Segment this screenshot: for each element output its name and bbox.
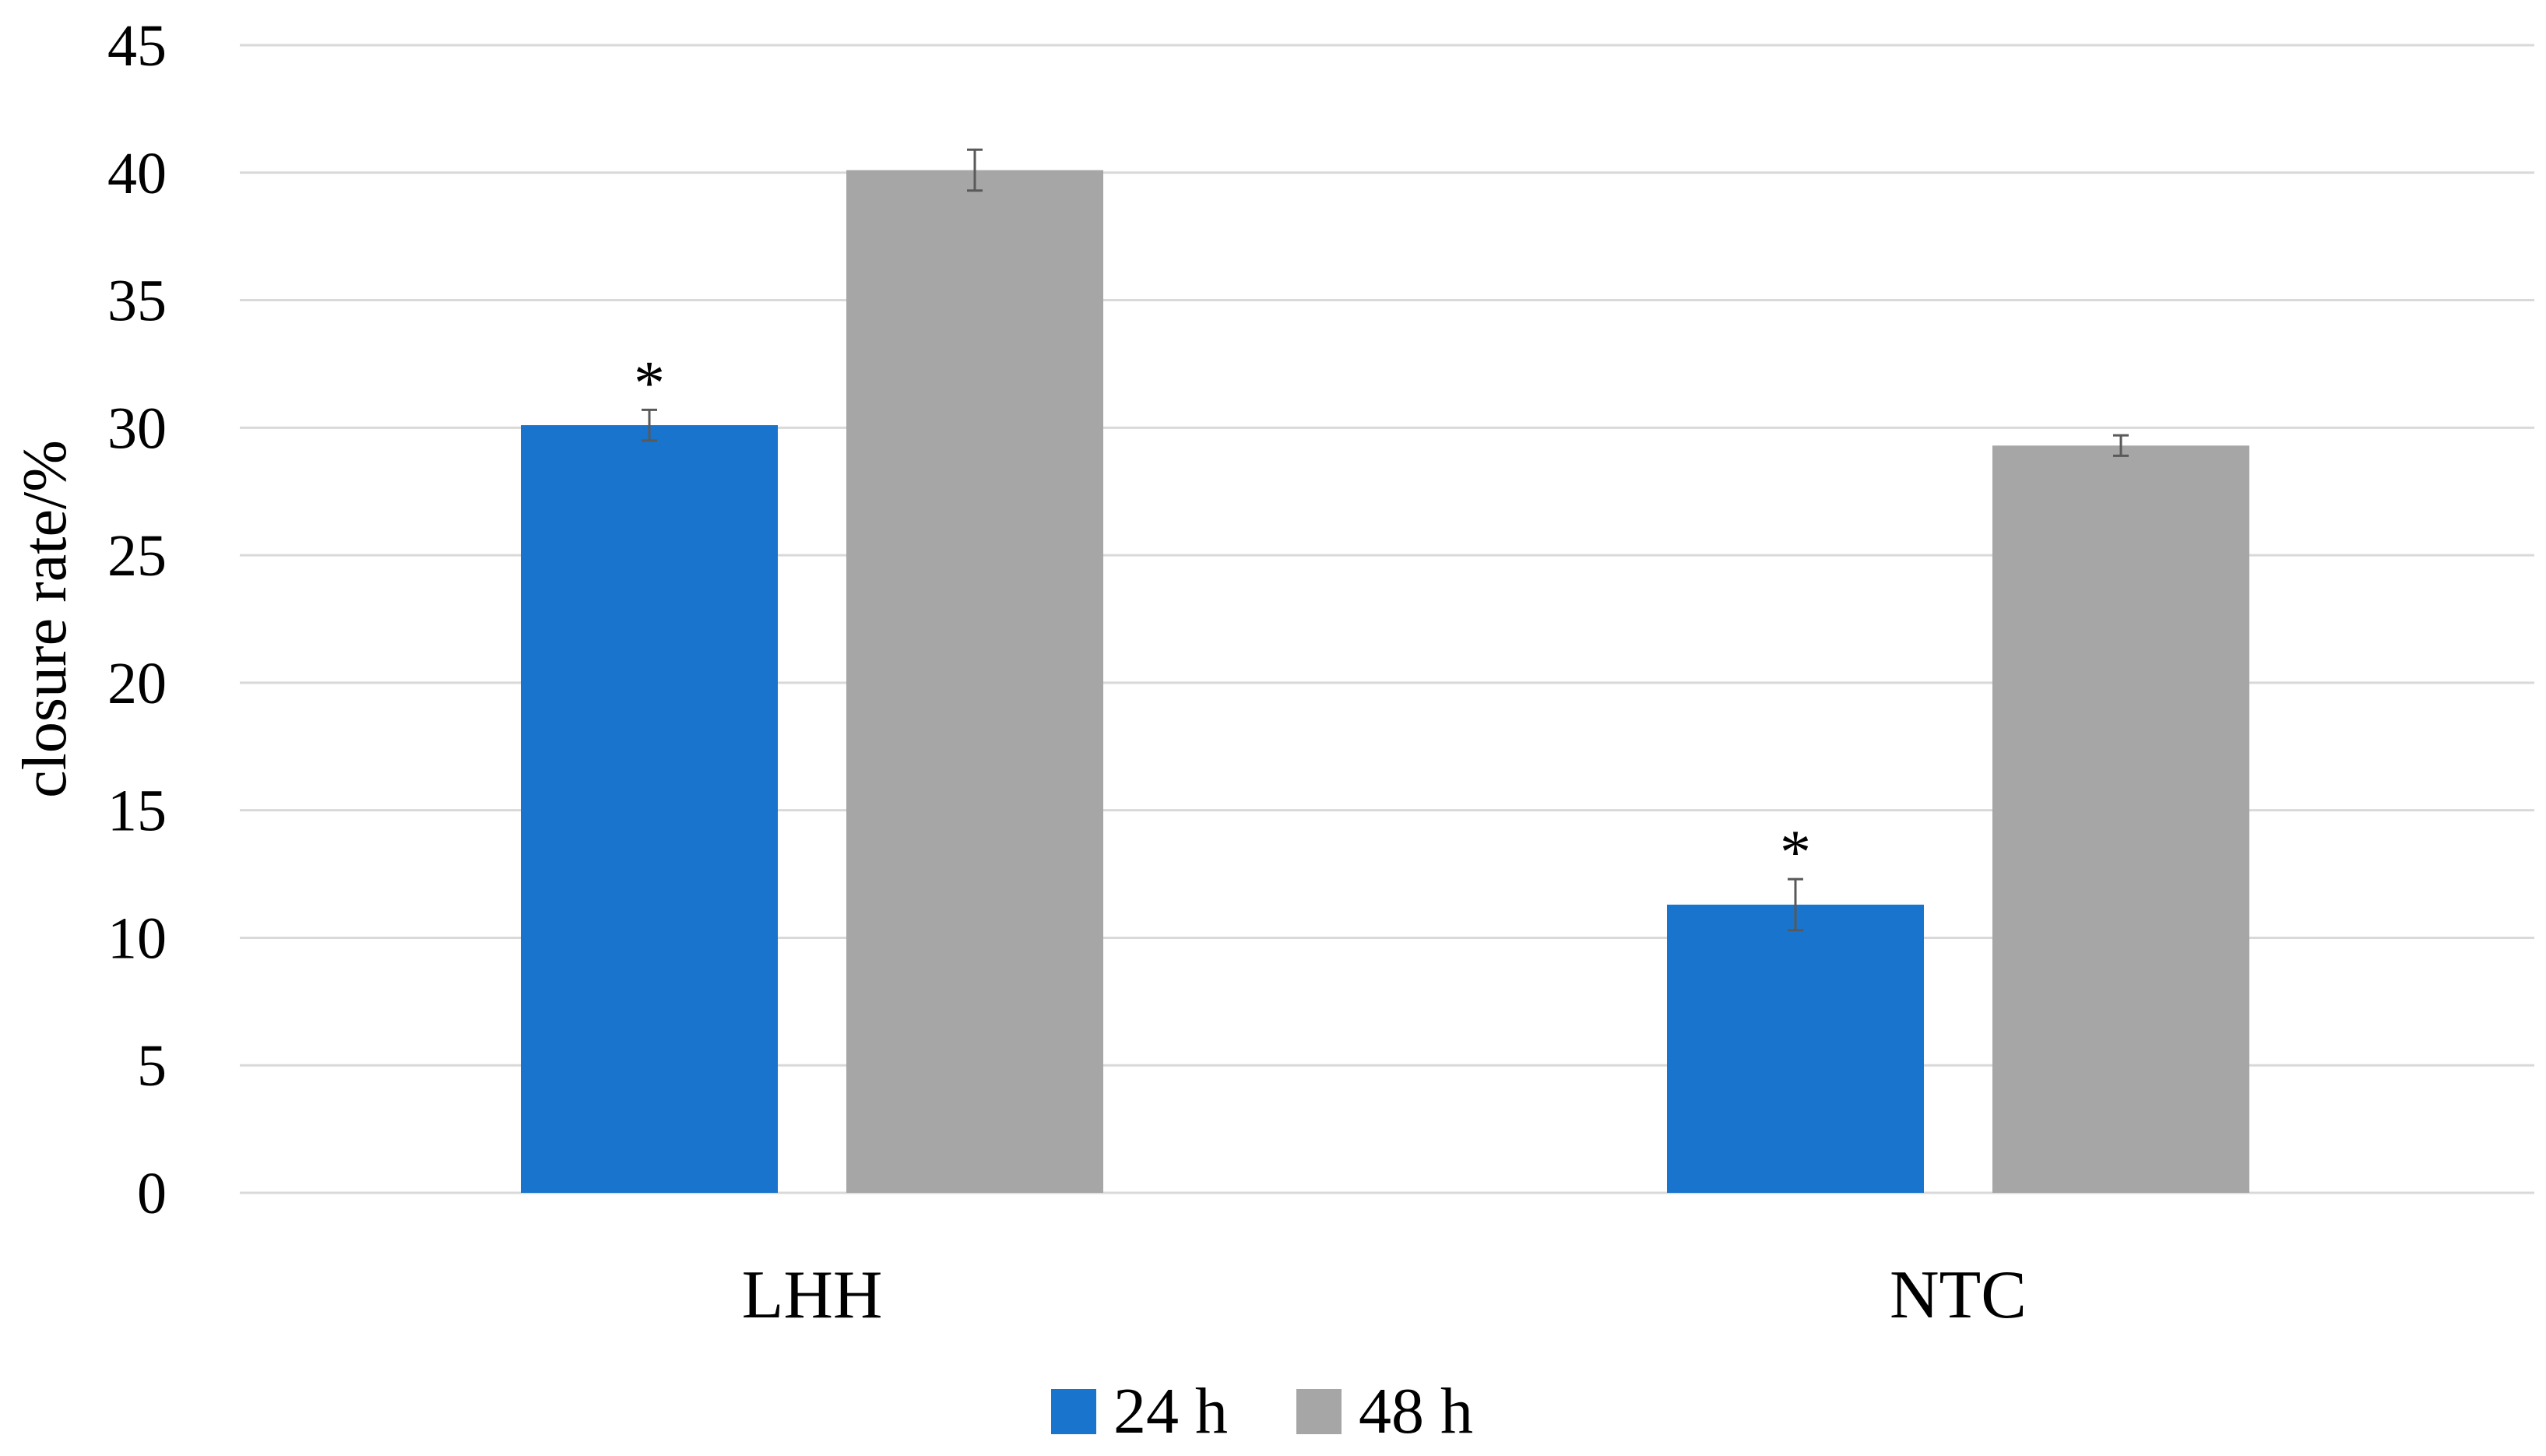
significance-marks: ** bbox=[634, 349, 1811, 887]
legend-item: 48 h bbox=[1296, 1375, 1473, 1447]
legend-swatch bbox=[1296, 1389, 1342, 1434]
legend-label: 24 h bbox=[1113, 1375, 1228, 1447]
error-bar bbox=[642, 408, 657, 442]
y-axis-title: closure rate/% bbox=[11, 440, 79, 798]
y-tick-label: 45 bbox=[107, 13, 167, 79]
legend-label: 48 h bbox=[1359, 1375, 1473, 1447]
y-tick-label: 25 bbox=[107, 523, 167, 589]
x-category-labels: LHH NTC bbox=[742, 1257, 2027, 1333]
bar-ntc-48h bbox=[1992, 445, 2249, 1193]
significance-asterisk: * bbox=[1780, 818, 1811, 887]
y-tick-label: 10 bbox=[107, 906, 167, 971]
bars bbox=[521, 170, 2249, 1194]
y-tick-label: 35 bbox=[107, 269, 167, 334]
y-tick-label: 15 bbox=[107, 779, 167, 844]
x-category-label: LHH bbox=[742, 1257, 883, 1333]
error-bar bbox=[1788, 877, 1803, 932]
legend-item: 24 h bbox=[1051, 1375, 1228, 1447]
bar-lhh-24h bbox=[521, 425, 778, 1193]
bar-lhh-48h bbox=[846, 170, 1103, 1194]
y-tick-label: 0 bbox=[137, 1161, 167, 1226]
significance-asterisk: * bbox=[634, 349, 665, 417]
y-tick-label: 40 bbox=[107, 141, 167, 206]
x-category-label: NTC bbox=[1890, 1257, 2027, 1333]
legend-swatch bbox=[1051, 1389, 1096, 1434]
y-tick-label: 20 bbox=[107, 651, 167, 716]
error-bars bbox=[642, 148, 2129, 932]
error-bar bbox=[967, 148, 983, 192]
y-tick-label: 5 bbox=[137, 1033, 167, 1099]
legend: 24 h 48 h bbox=[1051, 1375, 1473, 1447]
y-tick-label: 30 bbox=[107, 396, 167, 461]
y-tick-labels: 0 5 10 15 20 25 30 35 40 45 bbox=[107, 13, 167, 1226]
error-bar bbox=[2113, 434, 2129, 457]
bar-ntc-24h bbox=[1667, 904, 1924, 1193]
